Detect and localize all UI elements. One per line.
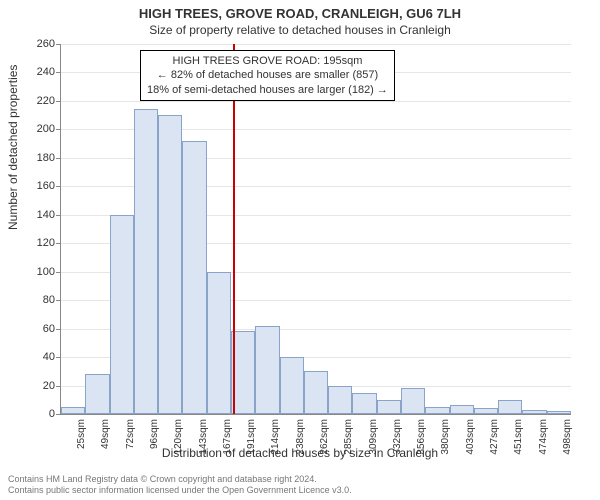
ytick-label: 60 [15,323,55,335]
ytick-label: 80 [15,294,55,306]
histogram-bar [207,272,231,414]
info-box-line1: HIGH TREES GROVE ROAD: 195sqm [147,54,388,68]
chart-subtitle: Size of property relative to detached ho… [0,23,600,37]
ytick-mark [56,243,61,244]
y-axis-title: Number of detached properties [6,65,20,230]
gridline [61,101,571,102]
ytick-mark [56,72,61,73]
histogram-bar [425,407,449,414]
ytick-mark [56,158,61,159]
histogram-bar [280,357,304,414]
info-box-line2: ← 82% of detached houses are smaller (85… [147,68,388,82]
ytick-label: 200 [15,123,55,135]
histogram-bar [134,109,158,414]
info-box-line3: 18% of semi-detached houses are larger (… [147,83,388,97]
ytick-label: 120 [15,237,55,249]
chart-title: HIGH TREES, GROVE ROAD, CRANLEIGH, GU6 7… [0,0,600,21]
histogram-bar [377,400,401,414]
xtick-label: 25sqm [76,419,87,449]
x-axis-title: Distribution of detached houses by size … [0,446,600,460]
chart-container: HIGH TREES, GROVE ROAD, CRANLEIGH, GU6 7… [0,0,600,500]
ytick-mark [56,300,61,301]
ytick-mark [56,101,61,102]
ytick-mark [56,272,61,273]
ytick-label: 140 [15,209,55,221]
histogram-bar [110,215,134,414]
histogram-bar [85,374,109,414]
ytick-mark [56,129,61,130]
ytick-label: 180 [15,152,55,164]
histogram-bar [182,141,206,414]
ytick-label: 220 [15,95,55,107]
histogram-bar [522,410,546,414]
gridline [61,44,571,45]
histogram-bar [352,393,376,414]
ytick-label: 240 [15,66,55,78]
ytick-mark [56,215,61,216]
ytick-mark [56,357,61,358]
histogram-bar [304,371,328,414]
footer-line1: Contains HM Land Registry data © Crown c… [8,474,352,485]
ytick-mark [56,386,61,387]
ytick-label: 0 [15,408,55,420]
ytick-mark [56,44,61,45]
histogram-bar [547,411,571,414]
histogram-bar [474,408,498,414]
ytick-label: 160 [15,180,55,192]
ytick-label: 40 [15,351,55,363]
histogram-bar [450,405,474,414]
histogram-bar [255,326,279,414]
ytick-mark [56,186,61,187]
footer-attribution: Contains HM Land Registry data © Crown c… [8,474,352,496]
footer-line2: Contains public sector information licen… [8,485,352,496]
histogram-bar [61,407,85,414]
histogram-bar [158,115,182,414]
ytick-label: 260 [15,38,55,50]
xtick-label: 96sqm [149,419,160,449]
chart-area: 02040608010012014016018020022024026025sq… [60,44,570,414]
ytick-label: 20 [15,380,55,392]
info-box: HIGH TREES GROVE ROAD: 195sqm← 82% of de… [140,50,395,101]
xtick-label: 49sqm [100,419,111,449]
histogram-bar [498,400,522,414]
histogram-bar [328,386,352,414]
ytick-label: 100 [15,266,55,278]
ytick-mark [56,329,61,330]
xtick-label: 72sqm [125,419,136,449]
histogram-bar [401,388,425,414]
ytick-mark [56,414,61,415]
